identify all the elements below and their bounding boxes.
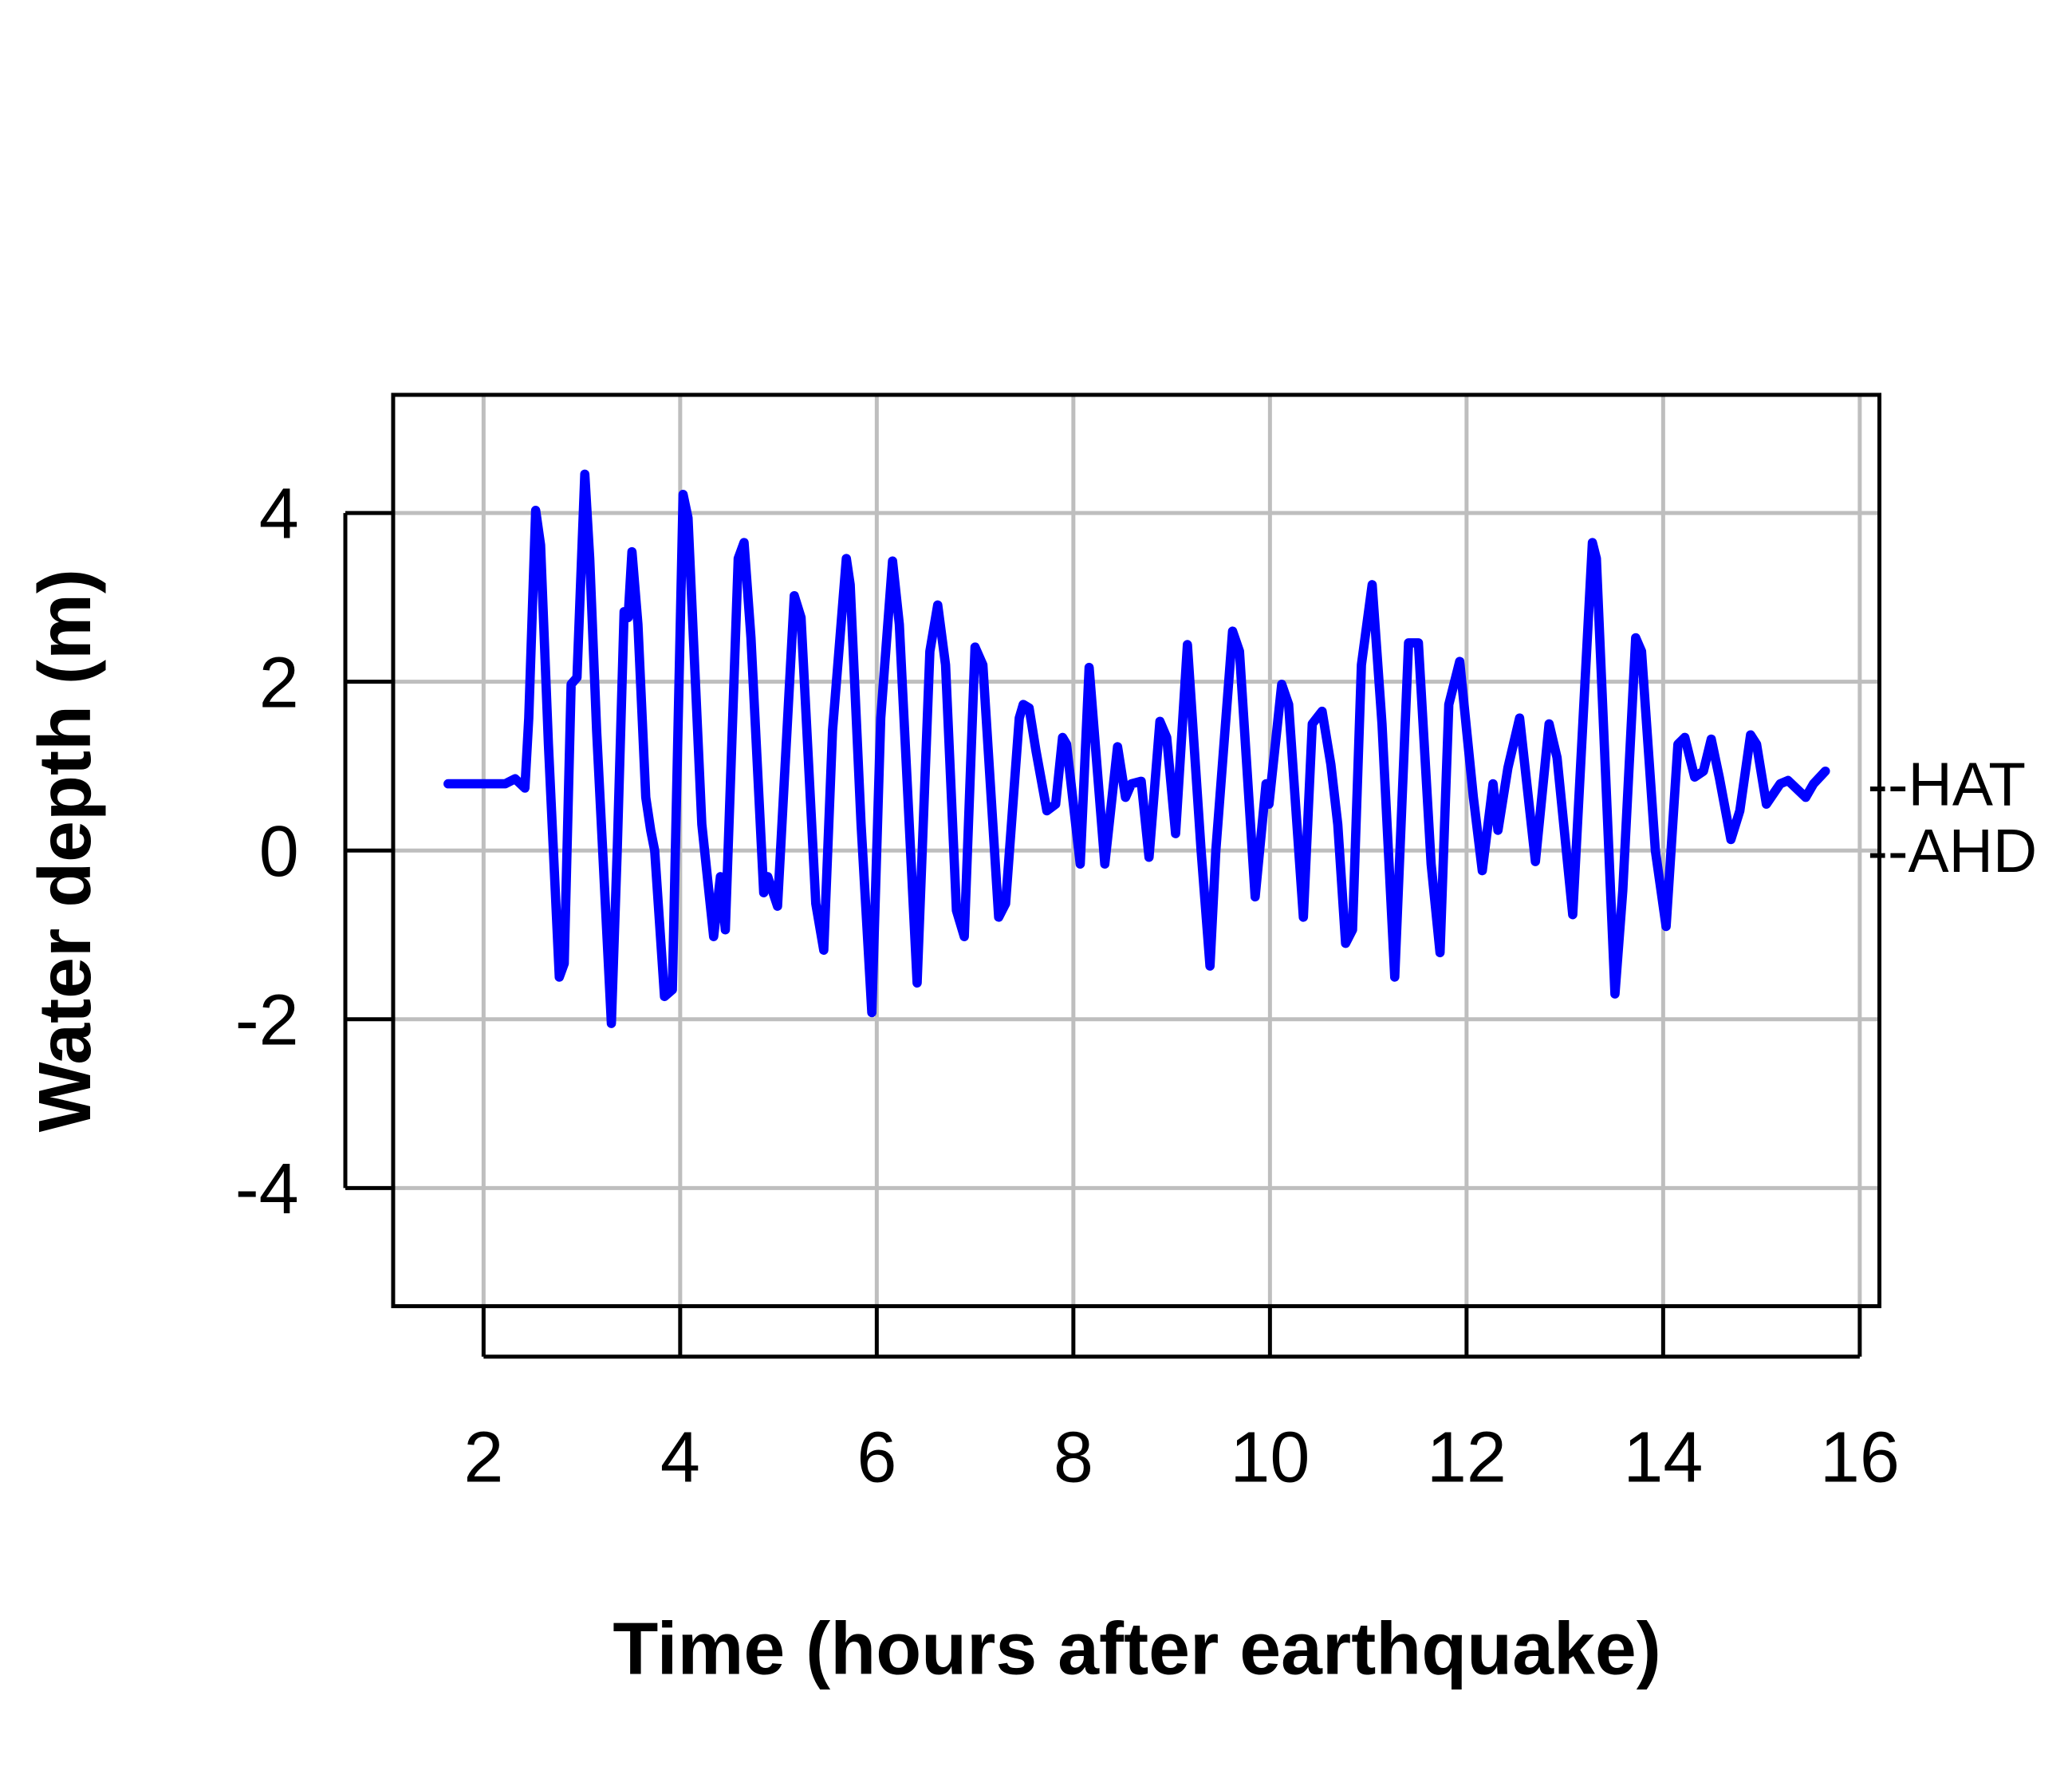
series-layer [443,469,1830,1028]
x-tick-label: 4 [660,1417,700,1497]
x-tick-label: 10 [1230,1417,1310,1497]
x-tick-label: 16 [1820,1417,1900,1497]
y-tick-label: -2 [235,980,299,1060]
y-tick-label: 2 [259,643,299,723]
y-tick-label: 0 [259,812,299,892]
x-tick-label: 14 [1623,1417,1703,1497]
y-tick-label: 4 [259,475,299,554]
x-tick-label: 8 [1054,1417,1093,1497]
x-tick-label: 6 [857,1417,896,1497]
x-tick-label: 12 [1427,1417,1507,1497]
x-tick-label: 2 [463,1417,503,1497]
water-depth-line [443,469,1830,1028]
reference-label: --AHD [1868,818,2038,885]
reference-label: --HAT [1868,751,2027,818]
axes: 2 4 6 8 10 12 14 16 -4 -2 0 2 4 [235,475,1900,1498]
y-tick-label: -4 [235,1149,299,1229]
x-axis-label: Time (hours after earthquake) [613,1607,1660,1690]
y-axis-label: Water depth (m) [23,569,106,1132]
reference-labels: --HAT--AHD [1868,751,2038,885]
